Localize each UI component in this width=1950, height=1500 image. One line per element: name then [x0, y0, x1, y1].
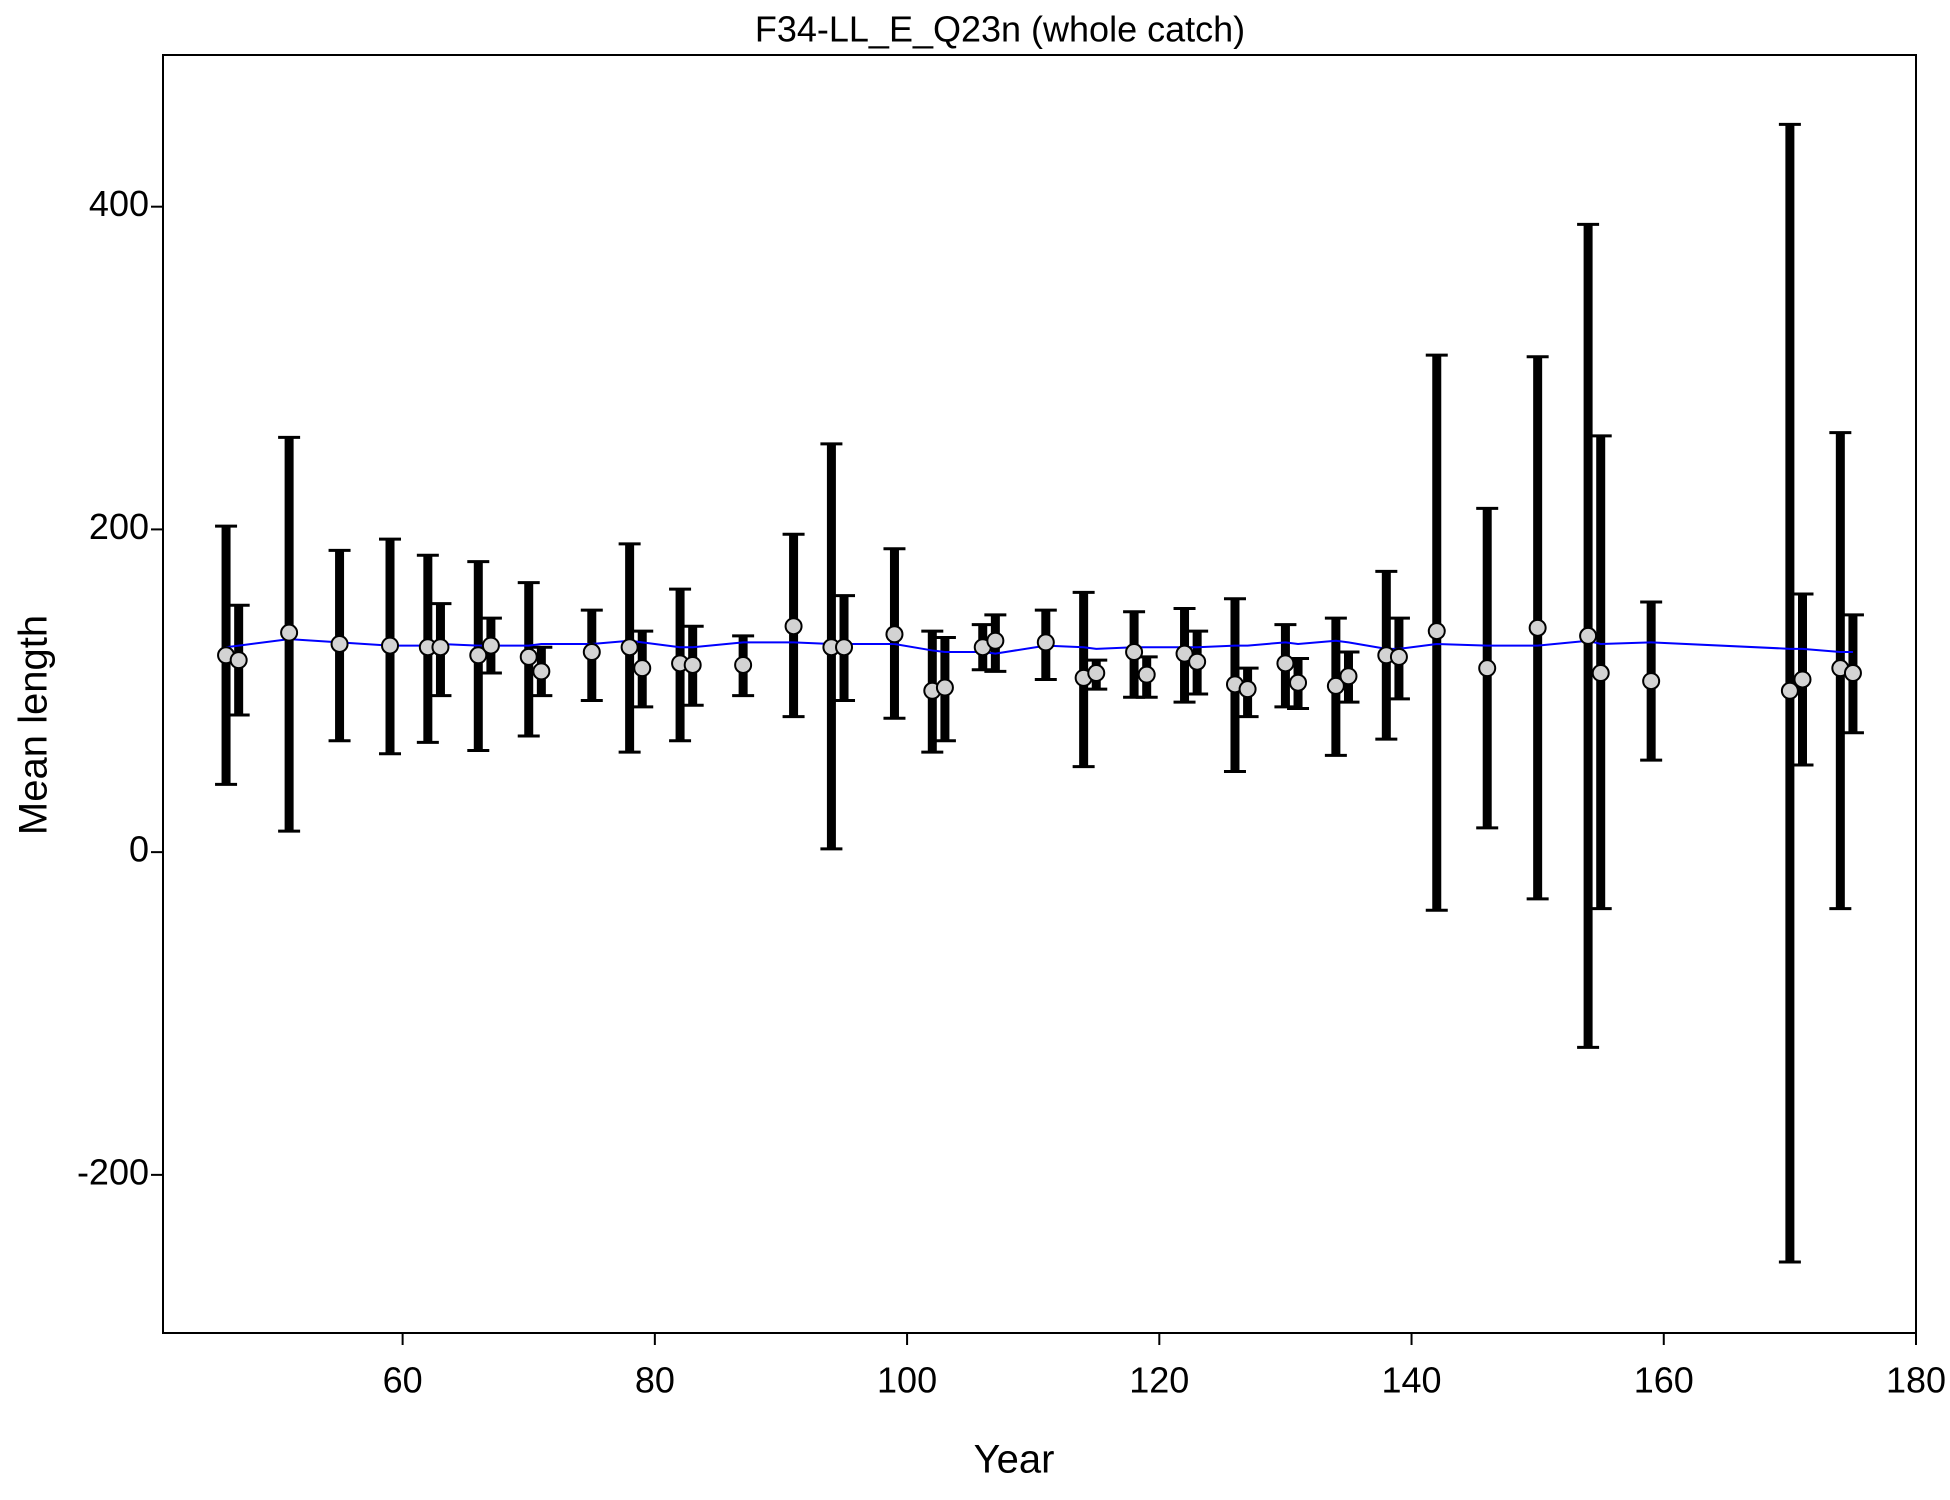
data-point [1326, 676, 1345, 695]
data-point [431, 638, 450, 657]
x-tick-label: 60 [383, 1360, 423, 1401]
data-point [1175, 644, 1194, 663]
data-point [1427, 622, 1446, 641]
data-point [1528, 618, 1547, 637]
data-point [1591, 664, 1610, 683]
data-point [1036, 633, 1055, 652]
plot-frame [162, 54, 1917, 1334]
x-tick-label: 120 [1129, 1360, 1189, 1401]
data-point [1276, 654, 1295, 673]
y-tick-label: -200 [77, 1151, 149, 1192]
data-point [519, 647, 538, 666]
data-point [1289, 673, 1308, 692]
y-tick-label: 200 [89, 506, 149, 547]
y-axis-title: Mean length [12, 615, 56, 835]
data-point [1389, 647, 1408, 666]
y-tick-label: 0 [129, 829, 149, 870]
data-point [986, 631, 1005, 650]
data-point [1339, 667, 1358, 686]
data-point [734, 655, 753, 674]
data-point [330, 634, 349, 653]
chart-title: F34-LL_E_Q23n (whole catch) [755, 9, 1245, 50]
data-point [835, 638, 854, 657]
data-point [885, 625, 904, 644]
x-tick-label: 160 [1634, 1360, 1694, 1401]
data-point [229, 651, 248, 670]
x-tick-label: 180 [1886, 1360, 1946, 1401]
data-point [1188, 652, 1207, 671]
data-point [1642, 672, 1661, 691]
data-point [481, 636, 500, 655]
data-point [1579, 626, 1598, 645]
x-tick-label: 100 [877, 1360, 937, 1401]
data-point [683, 655, 702, 674]
y-tick-label: 400 [89, 183, 149, 224]
data-point [381, 636, 400, 655]
data-point [1780, 681, 1799, 700]
data-point [1843, 664, 1862, 683]
x-tick-label: 80 [635, 1360, 675, 1401]
x-tick-label: 140 [1382, 1360, 1442, 1401]
data-point [1793, 670, 1812, 689]
data-point [784, 617, 803, 636]
x-axis-title: Year [974, 1438, 1055, 1482]
data-point [1238, 680, 1257, 699]
data-point [469, 646, 488, 665]
data-point [935, 678, 954, 697]
data-point [633, 659, 652, 678]
data-point [1087, 664, 1106, 683]
data-point [1478, 659, 1497, 678]
data-point [280, 623, 299, 642]
data-point [1125, 643, 1144, 662]
data-point [582, 643, 601, 662]
data-point [1137, 665, 1156, 684]
data-point [532, 662, 551, 681]
data-point [620, 638, 639, 657]
